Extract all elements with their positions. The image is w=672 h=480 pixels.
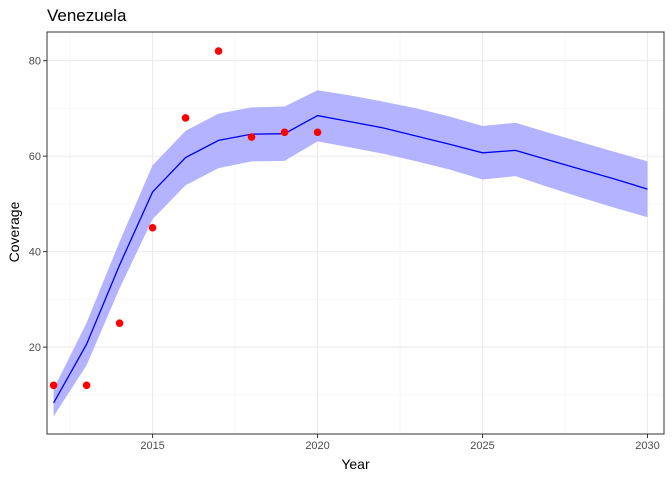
observed-point <box>247 133 256 141</box>
x-axis: 2015 2020 2025 2030 <box>140 434 660 452</box>
observed-point <box>280 128 289 137</box>
observed-point <box>214 47 223 55</box>
fitted-line <box>53 114 648 404</box>
x-tick-label: 2025 <box>470 440 494 452</box>
chart-title: Venezuela <box>47 6 127 25</box>
minor-gridlines <box>47 32 664 434</box>
observed-point <box>115 319 124 328</box>
observed-point <box>313 128 322 137</box>
y-tick-label: 80 <box>29 56 41 68</box>
observed-point <box>181 114 190 122</box>
plot-panel <box>46 31 665 435</box>
confidence-band <box>53 90 648 417</box>
y-axis-title: Coverage <box>6 201 22 262</box>
major-gridlines <box>47 32 664 434</box>
y-tick-label: 60 <box>29 151 41 163</box>
panel-border <box>46 31 665 435</box>
observed-point <box>82 381 91 390</box>
y-tick-label: 20 <box>29 342 41 354</box>
x-tick-label: 2015 <box>140 440 164 452</box>
observed-point <box>49 381 58 390</box>
x-axis-title: Year <box>341 456 370 472</box>
observed-point <box>148 223 157 232</box>
x-tick-label: 2020 <box>305 440 329 452</box>
x-tick-label: 2030 <box>635 440 659 452</box>
y-axis: 20 40 60 80 <box>29 56 47 354</box>
observed-points <box>49 47 322 390</box>
y-tick-label: 40 <box>29 247 41 259</box>
